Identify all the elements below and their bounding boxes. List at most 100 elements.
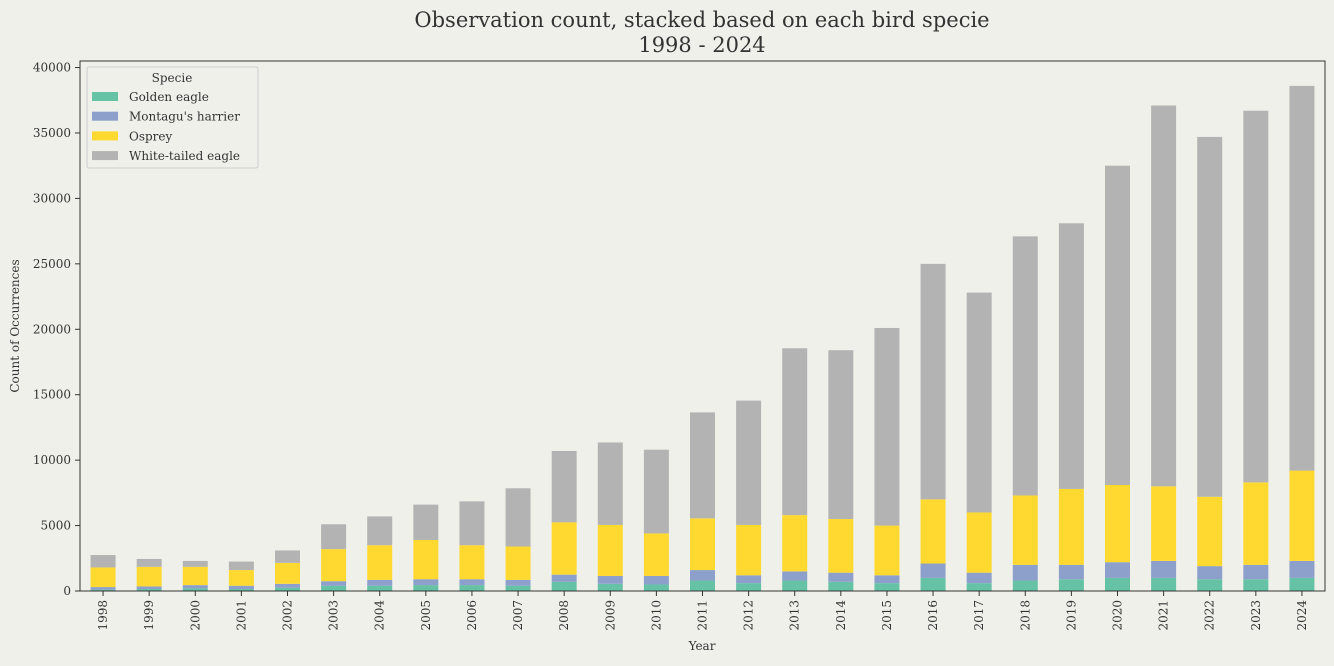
- x-tick-label: 2019: [1064, 600, 1078, 631]
- bar-montagu-s-harrier-2003: [321, 581, 347, 586]
- bar-osprey-2006: [459, 545, 485, 580]
- bar-osprey-2012: [736, 524, 762, 576]
- bar-white-tailed-eagle-2010: [643, 449, 669, 534]
- bar-montagu-s-harrier-2001: [228, 585, 254, 590]
- bar-golden-eagle-2008: [551, 581, 577, 591]
- bar-golden-eagle-2021: [1151, 577, 1177, 591]
- legend-label: Montagu's harrier: [129, 110, 240, 124]
- bar-white-tailed-eagle-2012: [736, 400, 762, 525]
- legend-swatch: [92, 151, 118, 161]
- bar-golden-eagle-2016: [920, 577, 946, 591]
- legend-swatch: [92, 92, 118, 101]
- legend-label: Osprey: [129, 129, 173, 143]
- bar-osprey-1998: [90, 567, 116, 588]
- bar-montagu-s-harrier-2021: [1151, 560, 1177, 578]
- x-tick-label: 2000: [188, 600, 202, 631]
- bar-osprey-2008: [551, 522, 577, 575]
- bar-montagu-s-harrier-2006: [459, 579, 485, 586]
- bar-white-tailed-eagle-2022: [1197, 136, 1223, 497]
- x-tick-label: 2004: [373, 600, 387, 631]
- bar-white-tailed-eagle-2008: [551, 450, 577, 523]
- bar-montagu-s-harrier-1998: [90, 587, 116, 590]
- x-tick-label: 2010: [649, 600, 663, 631]
- bar-osprey-2017: [966, 512, 992, 573]
- x-tick-label: 2006: [465, 600, 479, 631]
- bar-white-tailed-eagle-2009: [597, 442, 623, 525]
- bar-montagu-s-harrier-2017: [966, 572, 992, 584]
- bar-osprey-2004: [367, 545, 393, 580]
- bar-golden-eagle-1998: [90, 589, 116, 591]
- chart-title-line-2: 1998 - 2024: [638, 33, 765, 57]
- bar-golden-eagle-2006: [459, 585, 485, 591]
- bar-golden-eagle-2010: [643, 584, 669, 591]
- x-tick-label: 2007: [511, 600, 525, 631]
- bar-golden-eagle-2024: [1289, 577, 1315, 591]
- bar-white-tailed-eagle-1999: [136, 558, 162, 567]
- y-tick-label: 10000: [33, 453, 71, 467]
- bar-montagu-s-harrier-2023: [1243, 564, 1269, 580]
- x-tick-label: 2013: [788, 600, 802, 631]
- bar-montagu-s-harrier-2002: [275, 583, 300, 588]
- bar-white-tailed-eagle-2023: [1243, 110, 1269, 483]
- x-axis: 1998 1999 2000 2001 2002 2003 2004 2005 2006 2007…: [96, 591, 1309, 631]
- bar-montagu-s-harrier-2018: [1012, 564, 1038, 581]
- bar-white-tailed-eagle-2002: [275, 550, 300, 563]
- bar-white-tailed-eagle-2005: [413, 504, 439, 540]
- y-tick-label: 15000: [33, 388, 71, 402]
- bar-montagu-s-harrier-2008: [551, 574, 577, 582]
- bar-golden-eagle-2017: [966, 583, 992, 591]
- bar-osprey-2000: [182, 566, 208, 586]
- x-tick-label: 2022: [1203, 600, 1217, 631]
- bar-osprey-2024: [1289, 470, 1315, 561]
- legend-swatch: [92, 131, 118, 141]
- bar-white-tailed-eagle-2006: [459, 501, 485, 546]
- bar-osprey-2011: [690, 518, 715, 571]
- bar-golden-eagle-2007: [505, 585, 531, 591]
- bar-montagu-s-harrier-2020: [1105, 562, 1130, 578]
- legend-title: Specie: [152, 71, 193, 85]
- bar-montagu-s-harrier-2009: [597, 575, 623, 584]
- bar-osprey-2015: [874, 525, 900, 576]
- x-tick-label: 2008: [557, 600, 571, 631]
- x-tick-label: 2015: [880, 600, 894, 631]
- x-tick-label: 2021: [1157, 600, 1171, 631]
- x-tick-label: 2024: [1295, 600, 1309, 631]
- bar-montagu-s-harrier-1999: [136, 586, 162, 590]
- bar-montagu-s-harrier-2024: [1289, 560, 1315, 578]
- x-tick-label: 2016: [926, 600, 940, 631]
- bar-montagu-s-harrier-2010: [643, 575, 669, 585]
- x-tick-label: 2018: [1018, 600, 1032, 631]
- legend: Specie Golden eagle Montagu's harrier Ospr…: [86, 66, 259, 169]
- bar-golden-eagle-2018: [1012, 580, 1038, 591]
- y-axis-label: Count of Occurrences: [8, 259, 22, 392]
- bar-osprey-2001: [228, 570, 254, 586]
- bar-white-tailed-eagle-2016: [920, 263, 946, 500]
- bar-golden-eagle-2003: [321, 585, 347, 591]
- bar-golden-eagle-2023: [1243, 579, 1269, 591]
- y-tick-label: 0: [63, 584, 71, 598]
- legend-swatch: [92, 111, 118, 121]
- bar-golden-eagle-2013: [782, 580, 808, 591]
- bar-montagu-s-harrier-2000: [182, 585, 208, 589]
- bar-osprey-2020: [1105, 485, 1130, 563]
- x-tick-label: 2012: [742, 600, 756, 631]
- plot-frame: [79, 60, 1326, 592]
- bar-osprey-2022: [1197, 496, 1223, 567]
- bar-white-tailed-eagle-1998: [90, 555, 116, 568]
- x-tick-label: 2011: [696, 600, 710, 631]
- bar-montagu-s-harrier-2004: [367, 579, 393, 586]
- bar-montagu-s-harrier-2011: [690, 570, 715, 581]
- bar-white-tailed-eagle-2004: [367, 516, 393, 546]
- y-axis: 0 5000 10000 15000 20000 25000 30000 35000 40000: [33, 61, 80, 598]
- bar-white-tailed-eagle-2018: [1012, 236, 1038, 496]
- bar-osprey-2018: [1012, 495, 1038, 565]
- y-tick-label: 25000: [33, 257, 71, 271]
- bar-osprey-2005: [413, 539, 439, 580]
- x-tick-label: 2002: [281, 600, 295, 631]
- bar-golden-eagle-2012: [736, 583, 762, 591]
- x-tick-label: 2005: [419, 600, 433, 631]
- bar-white-tailed-eagle-2021: [1151, 105, 1177, 487]
- bar-osprey-1999: [136, 566, 162, 587]
